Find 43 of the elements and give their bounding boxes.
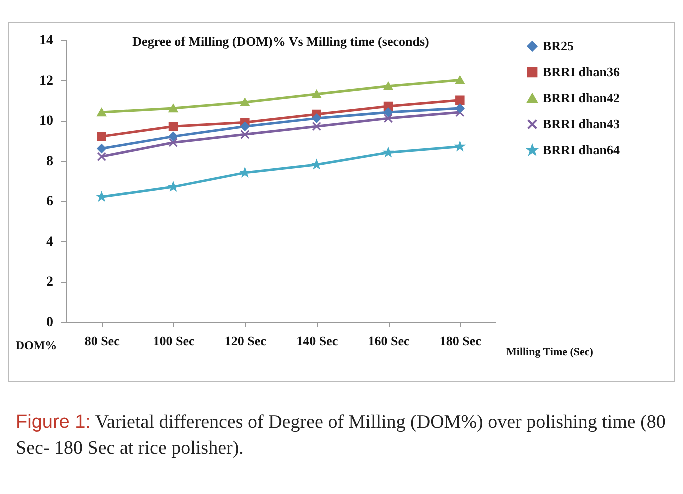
- point: [168, 104, 178, 113]
- y-tick-label: 2: [46, 275, 54, 290]
- x-tick-label: 80 Sec: [84, 334, 120, 348]
- point: [456, 96, 465, 106]
- point: [168, 132, 178, 142]
- point: [456, 104, 465, 114]
- point: [97, 144, 106, 154]
- legend-label: BR25: [543, 38, 575, 54]
- legend-label: BRRI dhan43: [543, 116, 620, 132]
- point: [240, 122, 250, 132]
- x-tick-label: 100 Sec: [153, 334, 195, 348]
- y-tick-label: 4: [46, 234, 54, 250]
- point: [240, 130, 250, 140]
- y-tick-label: 0: [46, 316, 54, 330]
- y-axis-title: DOM%: [16, 338, 58, 352]
- x-tick-label: 120 Sec: [224, 334, 267, 348]
- y-tick-label: 10: [40, 114, 54, 130]
- point: [240, 98, 250, 107]
- point: [168, 138, 178, 148]
- y-tick-label: 6: [46, 194, 54, 210]
- point: [312, 114, 322, 124]
- legend-label: BRRI dhan64: [543, 142, 620, 158]
- point: [384, 108, 394, 118]
- point: [168, 122, 178, 132]
- x-tick-label: 140 Sec: [296, 334, 338, 348]
- x-axis-title: Milling Time (Sec): [506, 346, 594, 358]
- point: [312, 90, 322, 98]
- y-tick-label: 8: [46, 154, 54, 170]
- point: [97, 132, 106, 142]
- y-tick-label: 12: [40, 74, 54, 89]
- point: [384, 114, 394, 124]
- point: [97, 108, 106, 117]
- point: [384, 82, 394, 90]
- point: [97, 152, 106, 162]
- chart-title: Degree of Milling (DOM)% Vs Milling time (seconds): [132, 34, 430, 49]
- x-tick-label: 160 Sec: [368, 334, 410, 348]
- legend-label: BRRI dhan42: [543, 90, 620, 106]
- y-tick-label: 14: [40, 34, 54, 48]
- point: [456, 76, 465, 84]
- caption: Figure 1: Varietal differences of Degree of Milling (DOM%) over polishing time (80 Sec- 180 Sec at rice polisher).: [16, 411, 667, 461]
- x-tick-label: 180 Sec: [440, 334, 482, 348]
- point: [312, 122, 322, 132]
- legend-label: BRRI dhan36: [543, 64, 620, 80]
